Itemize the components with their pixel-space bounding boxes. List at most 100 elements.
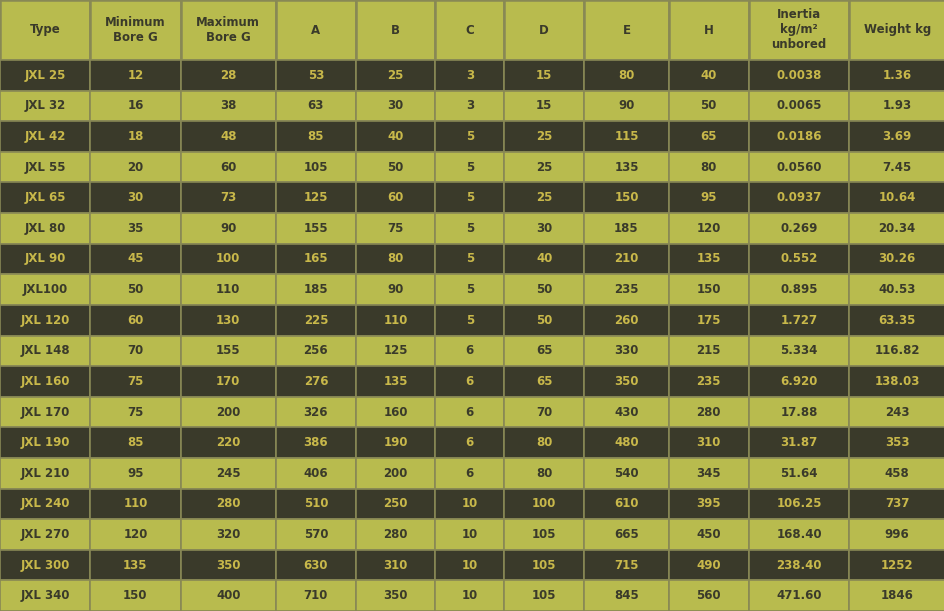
Text: 106.25: 106.25 [775,497,821,510]
Text: 105: 105 [531,558,556,571]
Bar [504,213,583,244]
Bar [748,458,849,489]
Text: 0.0560: 0.0560 [775,161,821,174]
Text: 155: 155 [216,345,241,357]
Bar [504,335,583,366]
Text: 710: 710 [303,589,328,602]
Text: 665: 665 [614,528,638,541]
Text: 48: 48 [220,130,236,143]
Bar [748,305,849,335]
Text: 3.69: 3.69 [882,130,911,143]
Bar [849,458,944,489]
Bar [748,274,849,305]
Bar [0,489,91,519]
Text: 73: 73 [220,191,236,204]
Text: 6.920: 6.920 [780,375,817,388]
Text: Minimum
Bore G: Minimum Bore G [105,16,165,44]
Bar [849,244,944,274]
Text: JXL 42: JXL 42 [25,130,66,143]
Bar [504,90,583,121]
Text: 245: 245 [216,467,241,480]
Bar [748,152,849,183]
Text: 345: 345 [696,467,720,480]
Text: 10: 10 [462,589,478,602]
Bar [276,152,355,183]
Text: 110: 110 [216,283,240,296]
Bar [583,90,668,121]
Bar [435,213,504,244]
Text: JXL100: JXL100 [23,283,68,296]
Text: JXL 300: JXL 300 [21,558,70,571]
Text: 185: 185 [303,283,328,296]
Bar [276,244,355,274]
Bar [276,90,355,121]
Bar [276,213,355,244]
Text: 350: 350 [383,589,408,602]
Bar [668,519,748,550]
Bar [180,244,276,274]
Text: 737: 737 [885,497,908,510]
Text: D: D [539,23,548,37]
Text: 80: 80 [387,252,403,265]
Bar [748,366,849,397]
Bar [668,90,748,121]
Text: 85: 85 [308,130,324,143]
Text: 280: 280 [696,406,720,419]
Bar [276,60,355,90]
Text: 53: 53 [308,69,324,82]
Text: 5: 5 [465,283,474,296]
Bar [435,397,504,427]
Text: 70: 70 [127,345,143,357]
Bar [180,580,276,611]
Text: 238.40: 238.40 [775,558,821,571]
Bar [435,519,504,550]
Bar [180,458,276,489]
Text: 10: 10 [462,558,478,571]
Bar [355,397,435,427]
Bar [504,489,583,519]
Bar [180,60,276,90]
Text: 3: 3 [465,69,473,82]
Bar [435,183,504,213]
Bar [435,305,504,335]
Text: 243: 243 [884,406,908,419]
Bar [355,213,435,244]
Bar [355,274,435,305]
Bar [504,305,583,335]
Text: 65: 65 [700,130,716,143]
Bar [355,60,435,90]
Bar [276,519,355,550]
Text: H: H [703,23,713,37]
Text: 353: 353 [884,436,908,449]
Text: 540: 540 [614,467,638,480]
Text: 280: 280 [216,497,241,510]
Text: 30: 30 [535,222,551,235]
Bar [276,305,355,335]
Text: 6: 6 [465,467,474,480]
Text: 250: 250 [383,497,408,510]
Bar [435,90,504,121]
Bar [435,0,504,60]
Bar [504,183,583,213]
Bar [583,550,668,580]
Text: 50: 50 [700,100,716,112]
Bar [91,274,180,305]
Text: 50: 50 [535,283,552,296]
Bar [668,183,748,213]
Bar [748,60,849,90]
Bar [748,335,849,366]
Text: 100: 100 [531,497,556,510]
Bar [355,183,435,213]
Text: 280: 280 [383,528,408,541]
Bar [180,274,276,305]
Text: Inertia
kg/m²
unbored: Inertia kg/m² unbored [770,9,826,51]
Text: 276: 276 [303,375,328,388]
Text: 0.269: 0.269 [780,222,817,235]
Text: 70: 70 [535,406,551,419]
Bar [583,427,668,458]
Bar [355,519,435,550]
Text: A: A [311,23,320,37]
Bar [91,90,180,121]
Bar [668,427,748,458]
Bar [0,0,91,60]
